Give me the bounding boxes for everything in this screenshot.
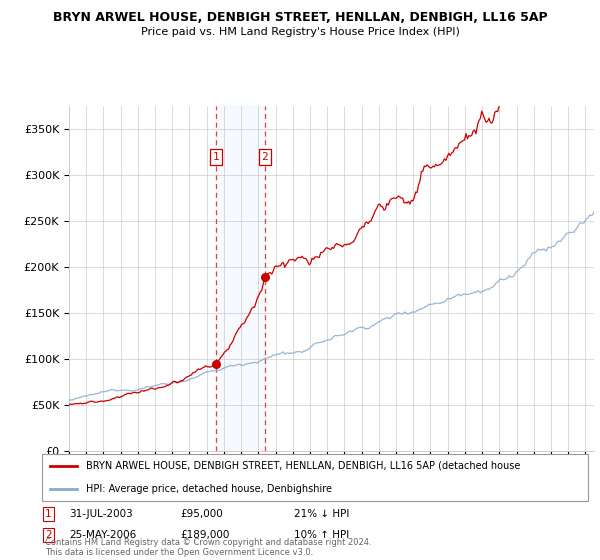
Text: 31-JUL-2003: 31-JUL-2003 xyxy=(69,509,133,519)
Text: HPI: Average price, detached house, Denbighshire: HPI: Average price, detached house, Denb… xyxy=(86,484,332,494)
Text: 10% ↑ HPI: 10% ↑ HPI xyxy=(294,530,349,540)
Bar xyxy=(216,106,265,451)
Text: £189,000: £189,000 xyxy=(180,530,229,540)
Text: 25-MAY-2006: 25-MAY-2006 xyxy=(69,530,136,540)
Text: £95,000: £95,000 xyxy=(180,509,223,519)
Text: 1: 1 xyxy=(45,509,52,519)
Text: 21% ↓ HPI: 21% ↓ HPI xyxy=(294,509,349,519)
Text: BRYN ARWEL HOUSE, DENBIGH STREET, HENLLAN, DENBIGH, LL16 5AP: BRYN ARWEL HOUSE, DENBIGH STREET, HENLLA… xyxy=(53,11,547,24)
Text: 2: 2 xyxy=(45,530,52,540)
Text: Contains HM Land Registry data © Crown copyright and database right 2024.
This d: Contains HM Land Registry data © Crown c… xyxy=(45,538,371,557)
Text: Price paid vs. HM Land Registry's House Price Index (HPI): Price paid vs. HM Land Registry's House … xyxy=(140,27,460,37)
Text: 1: 1 xyxy=(212,152,220,162)
Text: 2: 2 xyxy=(262,152,268,162)
Text: BRYN ARWEL HOUSE, DENBIGH STREET, HENLLAN, DENBIGH, LL16 5AP (detached house: BRYN ARWEL HOUSE, DENBIGH STREET, HENLLA… xyxy=(86,460,520,470)
